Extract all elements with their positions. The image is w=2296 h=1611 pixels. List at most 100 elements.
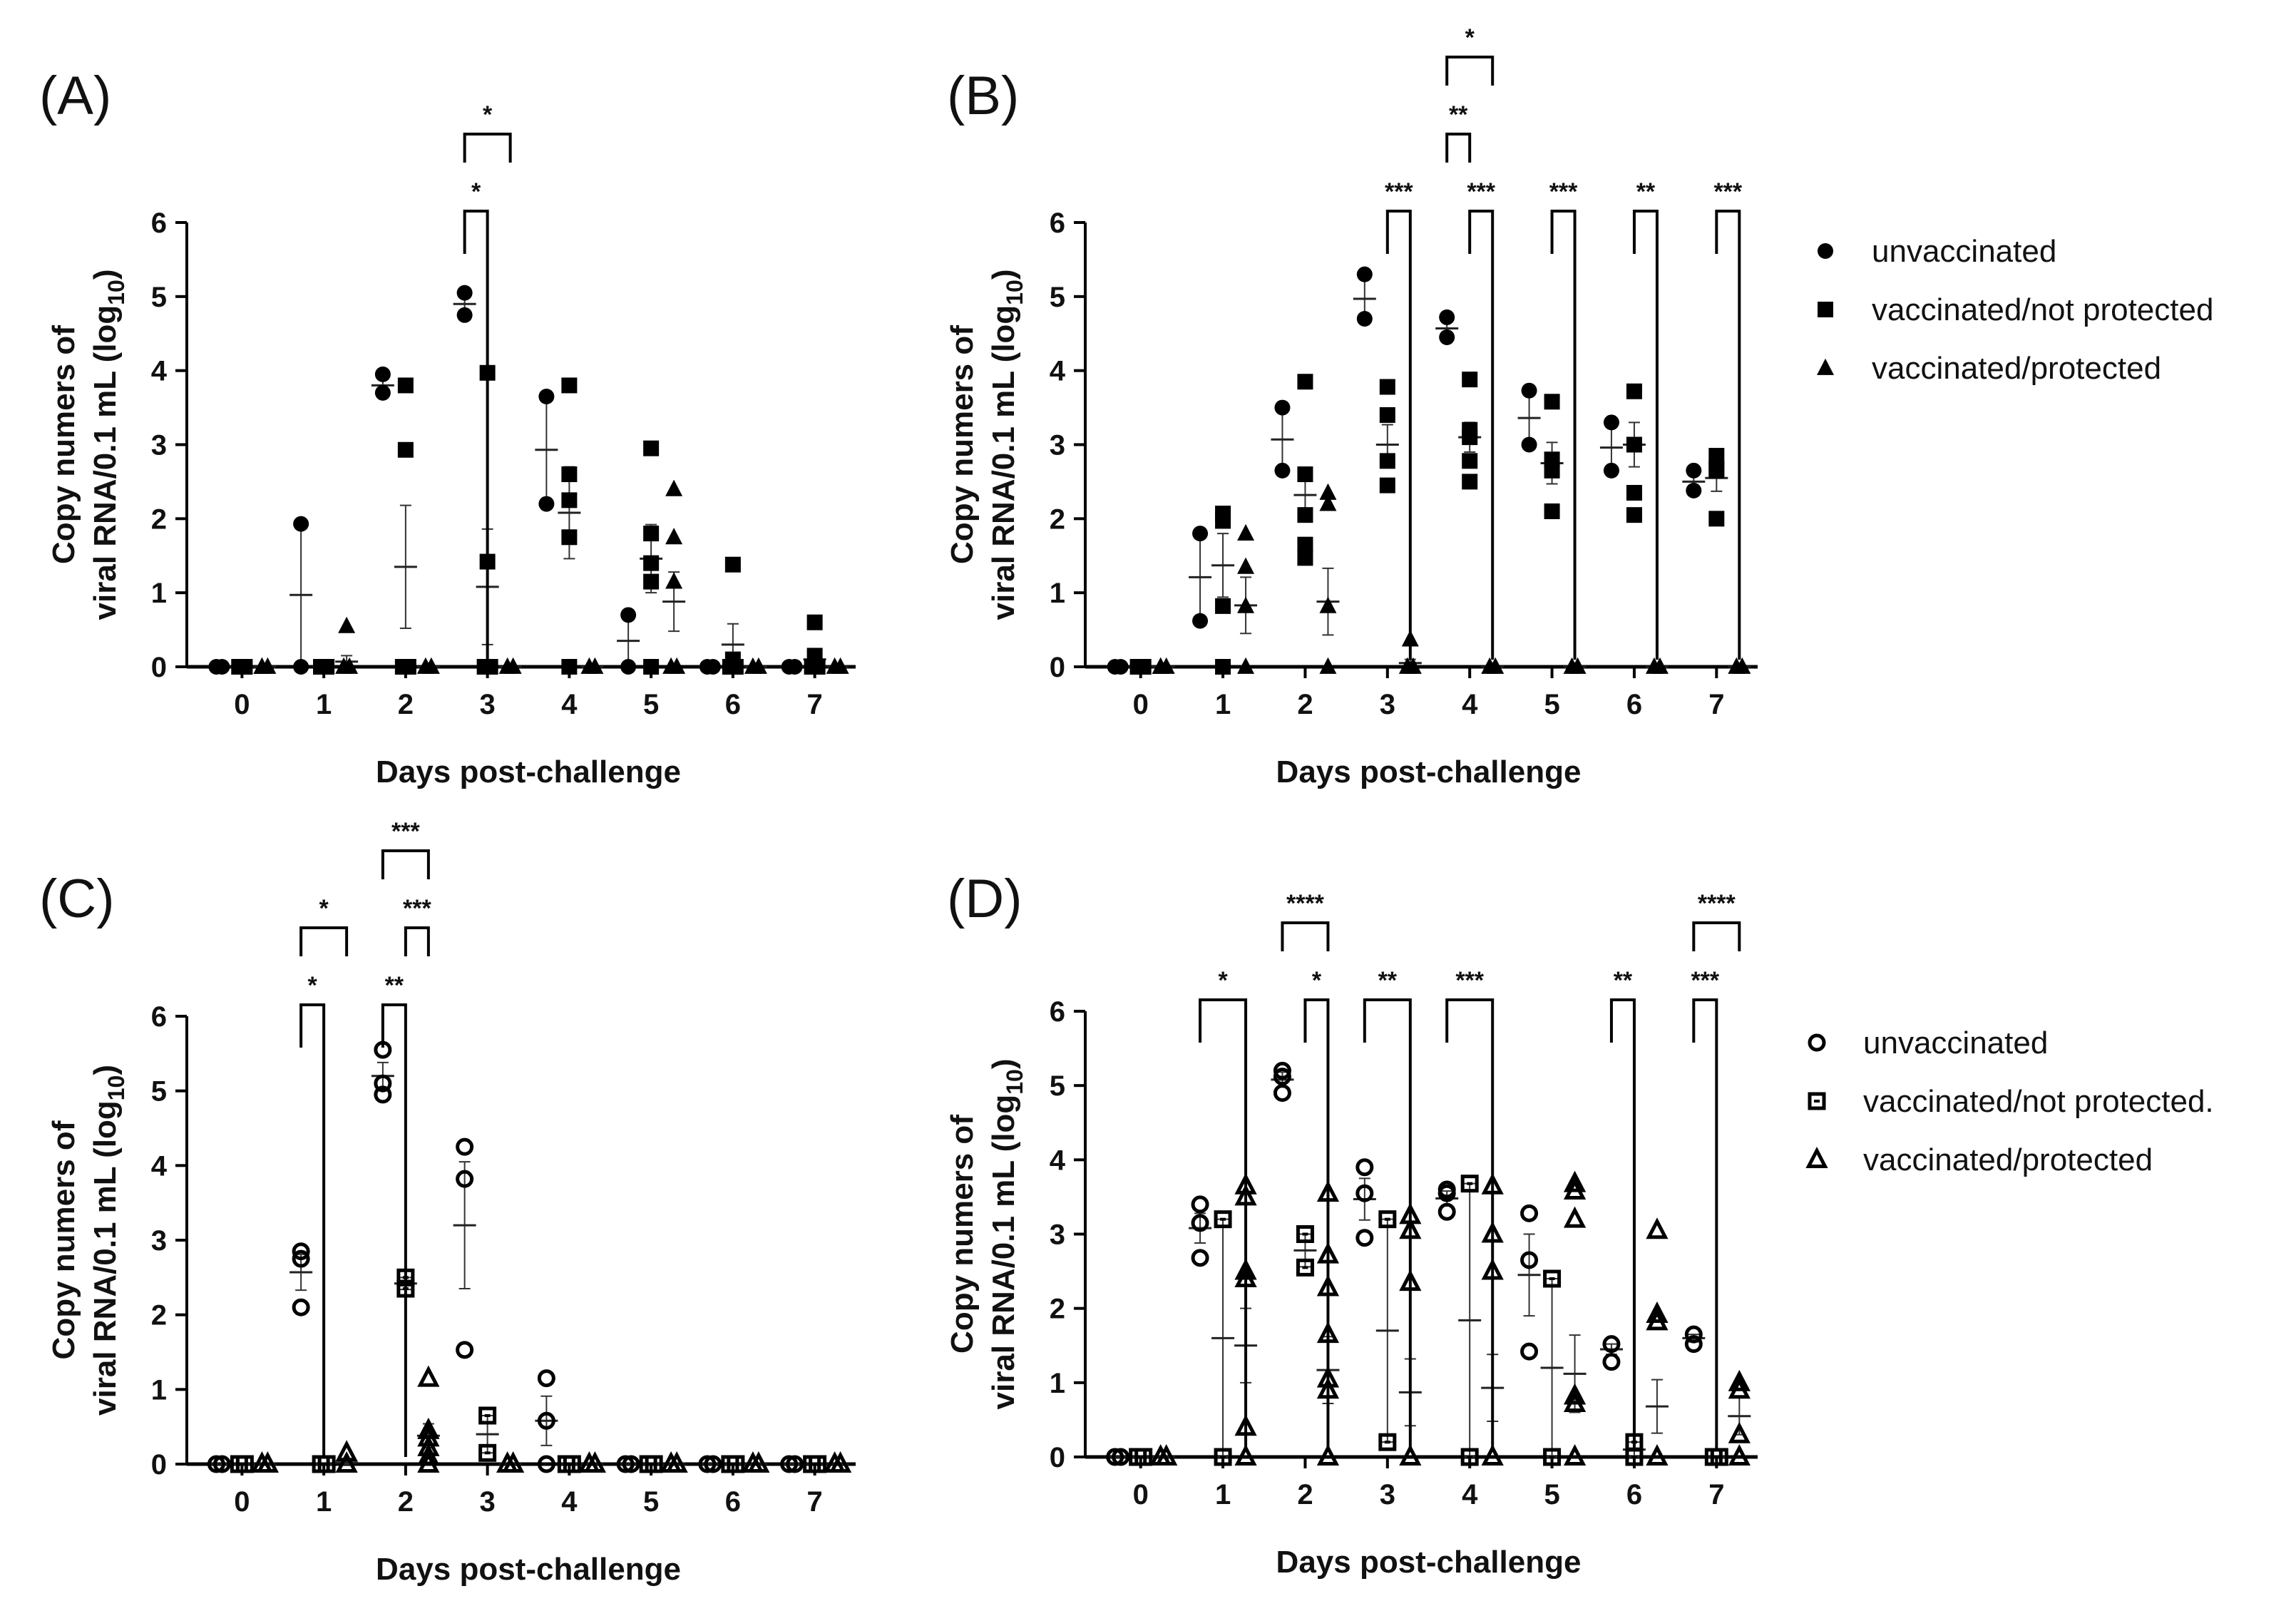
y-axis-title-subscript: 10 [1002, 1069, 1027, 1095]
significance-label: **** [1286, 890, 1325, 917]
y-tick-label: 1 [151, 578, 167, 609]
data-point-square [727, 659, 744, 675]
significance-bracket: ** [1445, 101, 1472, 163]
data-point-triangle [256, 1451, 279, 1473]
legend: unvaccinated vaccinated/not protected vacc… [1817, 234, 2213, 386]
data-point-triangle [1404, 657, 1422, 674]
y-axis-title-line2: viral RNA/0.1 mL (log10) [88, 270, 129, 620]
y-axis-title-main: viral RNA/0.1 mL (log [88, 305, 123, 620]
data-point-triangle [1316, 1443, 1340, 1466]
significance-label: *** [403, 895, 431, 922]
significance-line [1715, 210, 1741, 660]
data-point-triangle [1234, 1443, 1257, 1466]
data-point-circle [1273, 1068, 1291, 1086]
significance-bracket: *** [1549, 178, 1578, 660]
significance-line [404, 926, 430, 956]
x-tick-label: 0 [1133, 689, 1149, 720]
data-point-circle [704, 1455, 722, 1473]
data-point-triangle [1563, 1443, 1587, 1466]
data-point-circle [374, 1085, 392, 1104]
data-point-square [1215, 659, 1231, 675]
y-tick-label: 0 [151, 652, 167, 683]
data-point-triangle [1646, 1309, 1669, 1331]
data-point-square [1708, 448, 1725, 464]
square-marker-inner-dash [1220, 1456, 1226, 1458]
data-point-circle [456, 1170, 474, 1188]
data-point-square [1296, 1225, 1314, 1243]
data-point-circle [1602, 1353, 1621, 1371]
x-tick-label: 3 [1380, 689, 1395, 720]
x-tick-label: 6 [725, 689, 741, 720]
significance-bracket: * [1199, 967, 1248, 1450]
data-point-triangle [583, 1451, 606, 1473]
data-point-triangle [1319, 657, 1337, 674]
square-marker-inner-dash [1631, 1456, 1637, 1458]
data-point-square [1710, 1448, 1728, 1466]
data-point-triangle [1152, 657, 1169, 674]
series-square [1129, 1175, 1728, 1466]
x-tick-label: 2 [1297, 1479, 1313, 1510]
data-point-circle [456, 1137, 474, 1156]
data-point-circle [374, 384, 391, 401]
data-point-square [561, 659, 578, 675]
data-point-triangle [504, 657, 522, 674]
data-point-circle [1355, 1184, 1374, 1202]
series-circle [1106, 1061, 1706, 1466]
y-axis-title-subscript: 10 [1002, 280, 1027, 305]
x-tick-label: 5 [643, 1486, 659, 1518]
data-point-triangle [1646, 1301, 1669, 1323]
significance-bracket: *** [1467, 178, 1496, 660]
legend-label: vaccinated/not protected [1872, 292, 2213, 327]
data-point-circle [1356, 310, 1373, 327]
significance-label: *** [1385, 178, 1413, 205]
x-tick-label: 4 [1462, 1479, 1478, 1510]
data-point-triangle [665, 1451, 688, 1473]
significance-line [381, 1003, 407, 1457]
significance-line [1385, 210, 1412, 660]
data-point-circle [537, 1369, 555, 1388]
significance-label: *** [1691, 967, 1719, 994]
legend-label: vaccinated/not protected. [1863, 1084, 2214, 1119]
x-tick-label: 0 [234, 1486, 250, 1518]
data-point-triangle [1563, 1178, 1587, 1200]
data-point-square [1297, 550, 1313, 566]
data-point-circle [537, 1455, 555, 1473]
x-tick-label: 7 [1708, 689, 1724, 720]
data-point-square [1462, 474, 1478, 490]
data-point-triangle [1728, 1369, 1751, 1391]
y-tick-label: 4 [1050, 356, 1066, 387]
y-tick-label: 1 [1050, 1368, 1065, 1399]
x-tick-label: 0 [234, 689, 250, 720]
data-point-circle [293, 659, 309, 675]
data-point-triangle [1237, 557, 1255, 574]
data-point-triangle [665, 528, 683, 545]
x-tick-label: 5 [643, 689, 659, 720]
data-point-circle [1521, 382, 1537, 399]
data-point-triangle [1237, 523, 1255, 541]
square-marker-inner-dash [1467, 1182, 1473, 1185]
data-point-square [1129, 659, 1146, 675]
y-tick-label: 3 [151, 430, 167, 461]
y-axis-title-line1: Copy numers of [945, 325, 980, 564]
y-tick-label: 5 [151, 282, 167, 313]
data-point-circle [1112, 659, 1129, 675]
data-point-square [1543, 1448, 1562, 1466]
y-tick-label: 0 [1050, 652, 1065, 683]
data-point-triangle [1563, 1383, 1587, 1405]
data-point-square [400, 659, 416, 675]
data-point-square [1297, 536, 1313, 553]
significance-bracket: ** [1632, 178, 1659, 660]
panel-b: (B) 0 1 2 3 4 5 6 0 1 2 3 4 5 6 7 Days post-challenge Cop… [945, 24, 2213, 789]
significance-bracket: ** [1609, 967, 1636, 1450]
significance-bracket: *** [1385, 178, 1413, 660]
data-point-circle [786, 1455, 804, 1473]
data-point-circle [374, 366, 391, 382]
data-point-square [1462, 372, 1478, 388]
data-point-triangle [1487, 657, 1505, 674]
significance-bracket: * [299, 972, 326, 1457]
panel-letter: (D) [947, 869, 1023, 929]
panel-c: (C) 0 1 2 3 4 5 6 0 1 2 3 4 5 6 7 Days post-challenge Cop… [39, 818, 856, 1587]
y-tick-label: 4 [151, 1150, 168, 1182]
significance-bracket: * [463, 178, 489, 660]
data-point-triangle [1733, 657, 1751, 674]
